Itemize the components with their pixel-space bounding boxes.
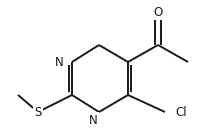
Text: S: S [34,105,42,119]
Text: O: O [153,6,163,18]
Text: Cl: Cl [175,105,187,119]
Text: N: N [89,113,97,127]
Text: N: N [55,55,64,68]
